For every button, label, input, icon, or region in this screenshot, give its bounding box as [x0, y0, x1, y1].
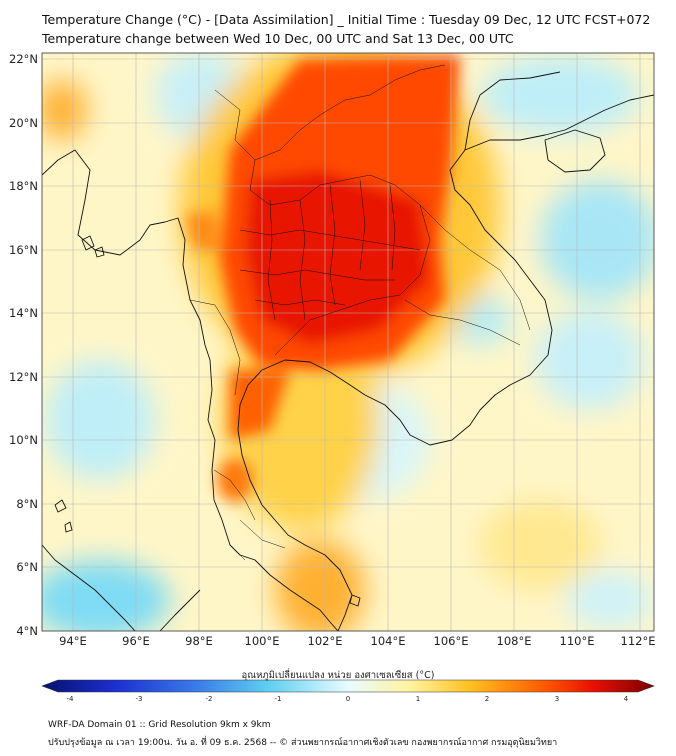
footer-credit: ปรับปรุงข้อมูล ณ เวลา 19:00น. วัน อ. ที่… — [48, 738, 558, 748]
colorbar-tick-label: -4 — [67, 695, 75, 703]
lat-tick-label: 14°N — [9, 306, 38, 320]
longitude-labels: 94°E 96°E 98°E 100°E 102°E 104°E 106°E 1… — [59, 634, 655, 648]
lon-tick-label: 108°E — [497, 634, 532, 648]
lon-tick-label: 110°E — [560, 634, 595, 648]
map-title: Temperature Change (°C) - [Data Assimila… — [42, 12, 651, 27]
lon-tick-label: 102°E — [308, 634, 343, 648]
plot-frame — [41, 52, 655, 632]
colorbar-tick-label: -1 — [275, 695, 282, 703]
map-subtitle: Temperature change between Wed 10 Dec, 0… — [42, 31, 514, 46]
lon-tick-label: 106°E — [434, 634, 469, 648]
lat-tick-label: 4°N — [16, 624, 38, 638]
lat-tick-label: 10°N — [9, 433, 38, 447]
lon-tick-label: 100°E — [245, 634, 280, 648]
lon-tick-label: 112°E — [621, 634, 656, 648]
lat-tick-label: 22°N — [9, 52, 38, 66]
lat-tick-label: 18°N — [9, 179, 38, 193]
lat-tick-label: 12°N — [9, 370, 38, 384]
colorbar-tick-label: 4 — [624, 695, 629, 703]
colorbar-label: อุณหภูมิเปลี่ยนแปลง หน่วย องศาเซลเซียส (… — [241, 670, 435, 681]
lat-tick-label: 20°N — [9, 116, 38, 130]
lon-tick-label: 96°E — [122, 634, 150, 648]
colorbar-tick-label: 2 — [485, 695, 489, 703]
coastlines — [42, 71, 654, 631]
latitude-labels: 22°N 20°N 18°N 16°N 14°N 12°N 10°N 8°N 6… — [9, 52, 38, 638]
colorbar-strip — [41, 679, 655, 693]
lon-tick-label: 104°E — [371, 634, 406, 648]
lat-tick-label: 6°N — [16, 560, 38, 574]
colorbar-tick-label: 0 — [346, 695, 350, 703]
colorbar-tick-label: 3 — [555, 695, 559, 703]
lat-tick-label: 8°N — [16, 497, 38, 511]
footer-domain-info: WRF-DA Domain 01 :: Grid Resolution 9km … — [48, 720, 271, 730]
lat-tick-label: 16°N — [9, 243, 38, 257]
colorbar-tick-label: -2 — [206, 695, 213, 703]
colorbar-tick-label: -3 — [136, 695, 143, 703]
lon-tick-label: 98°E — [185, 634, 213, 648]
colorbar: -4 -3 -2 -1 0 1 2 3 4 — [41, 679, 655, 703]
lon-tick-label: 94°E — [59, 634, 87, 648]
colorbar-tick-label: 1 — [416, 695, 420, 703]
graticule — [42, 53, 654, 631]
province-borders — [189, 64, 531, 561]
